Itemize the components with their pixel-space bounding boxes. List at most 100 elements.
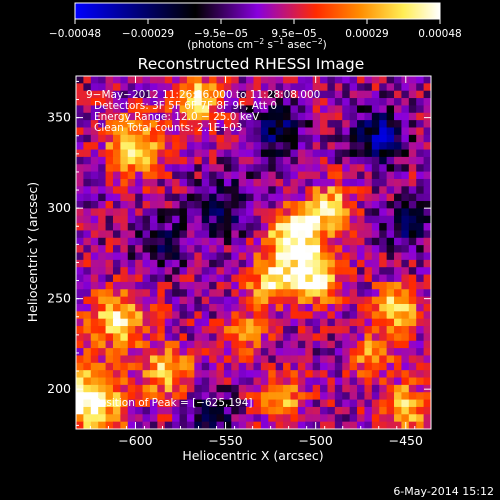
heatmap-cell	[320, 83, 329, 92]
heatmap-cell	[135, 326, 144, 334]
heatmap-cell	[142, 156, 151, 165]
heatmap-cell	[394, 178, 403, 187]
heatmap-cell	[90, 171, 99, 180]
heatmap-cell	[312, 230, 321, 239]
heatmap-cell	[238, 333, 247, 342]
heatmap-cell	[371, 399, 380, 408]
heatmap-cell	[342, 399, 351, 408]
heatmap-cell	[268, 406, 277, 415]
heatmap-cell	[401, 178, 410, 187]
heatmap-cell	[179, 98, 188, 107]
heatmap-cell	[342, 134, 351, 143]
heatmap-cell	[98, 178, 107, 187]
heatmap-cell	[120, 142, 129, 151]
heatmap-cell	[297, 392, 306, 401]
heatmap-cell	[112, 178, 121, 187]
heatmap-cell	[320, 164, 329, 173]
heatmap-cell	[312, 171, 321, 180]
heatmap-cell	[327, 164, 336, 173]
heatmap-cell	[260, 112, 269, 121]
heatmap-cell	[186, 98, 195, 107]
heatmap-cell	[201, 326, 210, 334]
heatmap-cell	[290, 134, 299, 143]
heatmap-cell	[275, 245, 284, 254]
heatmap-cell	[201, 421, 210, 429]
heatmap-cell	[186, 201, 195, 209]
heatmap-cell	[283, 127, 292, 136]
heatmap-cell	[342, 333, 351, 342]
heatmap-cell	[172, 156, 181, 165]
heatmap-cell	[320, 134, 329, 143]
heatmap-cell	[260, 149, 269, 158]
heatmap-cell	[253, 98, 262, 107]
heatmap-cell	[157, 171, 166, 180]
heatmap-cell	[231, 399, 240, 408]
heatmap-cell	[305, 348, 314, 357]
heatmap-cell	[416, 171, 425, 180]
heatmap-cell	[201, 399, 210, 408]
heatmap-cell	[216, 384, 225, 393]
heatmap-cell	[172, 76, 181, 84]
heatmap-cell	[238, 201, 247, 209]
heatmap-cell	[357, 333, 366, 342]
heatmap-cell	[83, 267, 92, 276]
heatmap-cell	[120, 303, 129, 312]
heatmap-cell	[98, 186, 107, 195]
heatmap-cell	[157, 127, 166, 136]
heatmap-cell	[379, 259, 388, 268]
heatmap-cell	[268, 149, 277, 158]
heatmap-cell	[172, 171, 181, 180]
heatmap-cell	[401, 156, 410, 165]
heatmap-cell	[290, 230, 299, 239]
heatmap-cell	[416, 281, 425, 290]
heatmap-cell	[105, 326, 114, 334]
heatmap-cell	[194, 105, 203, 114]
heatmap-cell	[164, 208, 173, 217]
heatmap-cell	[179, 377, 188, 386]
heatmap-cell	[401, 134, 410, 143]
heatmap-cell	[260, 259, 269, 268]
heatmap-cell	[283, 296, 292, 305]
heatmap-cell	[135, 230, 144, 239]
heatmap-cell	[386, 392, 395, 401]
heatmap-cell	[83, 384, 92, 393]
heatmap-cell	[157, 223, 166, 232]
heatmap-cell	[238, 83, 247, 92]
heatmap-cell	[157, 377, 166, 386]
heatmap-cell	[238, 421, 247, 429]
heatmap-cell	[105, 112, 114, 121]
heatmap-cell	[105, 281, 114, 290]
heatmap-cell	[283, 149, 292, 158]
heatmap-cell	[149, 274, 158, 283]
heatmap-cell	[209, 76, 218, 84]
heatmap-cell	[364, 406, 373, 415]
heatmap-cell	[246, 252, 255, 261]
heatmap-cell	[172, 377, 181, 386]
heatmap-cell	[186, 318, 195, 327]
heatmap-cell	[364, 83, 373, 92]
heatmap-cell	[297, 267, 306, 276]
heatmap-cell	[305, 98, 314, 107]
heatmap-cell	[127, 370, 136, 379]
heatmap-cell	[342, 230, 351, 239]
heatmap-cell	[120, 83, 129, 92]
heatmap-cell	[216, 134, 225, 143]
heatmap-cell	[416, 245, 425, 254]
heatmap-cell	[401, 120, 410, 129]
heatmap-cell	[275, 348, 284, 357]
heatmap-cell	[112, 105, 121, 114]
heatmap-cell	[401, 333, 410, 342]
heatmap-cell	[268, 127, 277, 136]
heatmap-cell	[394, 348, 403, 357]
heatmap-cell	[142, 105, 151, 114]
heatmap-cell	[246, 370, 255, 379]
heatmap-cell	[283, 370, 292, 379]
heatmap-cell	[216, 355, 225, 364]
heatmap-cell	[127, 156, 136, 165]
heatmap-cell	[334, 171, 343, 180]
heatmap-cell	[209, 120, 218, 129]
heatmap-cell	[320, 208, 329, 217]
heatmap-cell	[112, 134, 121, 143]
heatmap-cell	[76, 178, 84, 187]
